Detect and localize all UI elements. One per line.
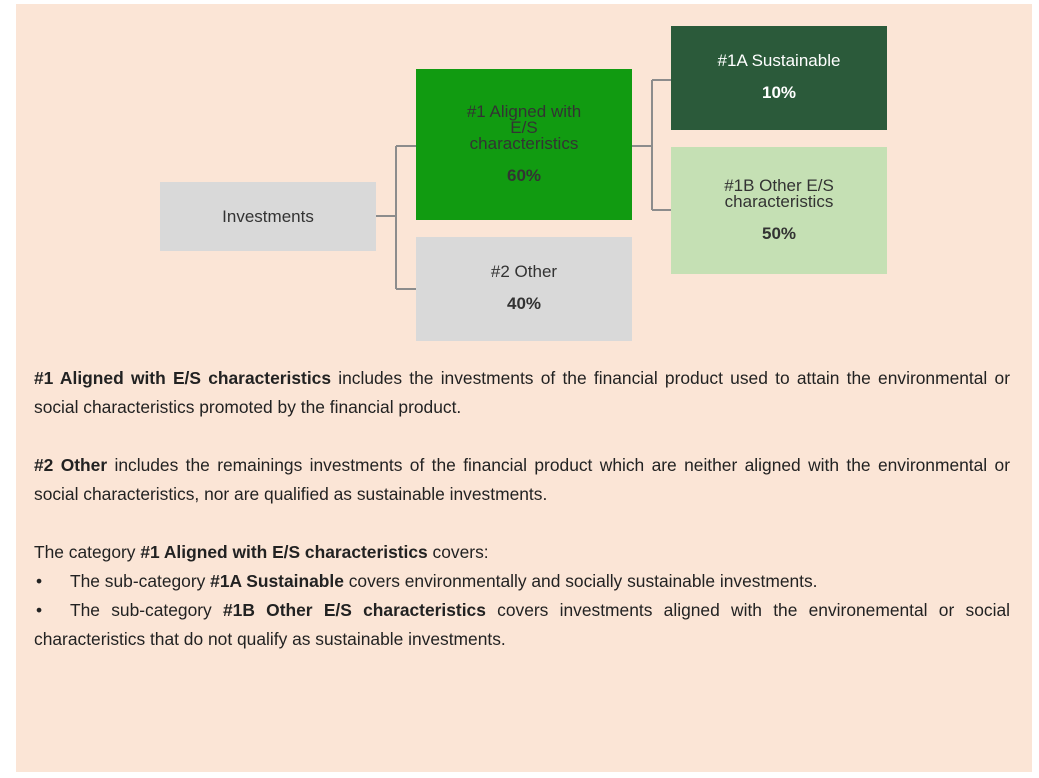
text-run: #1 Aligned with E/S characteristics — [140, 542, 428, 562]
node-label: Investments — [222, 206, 314, 226]
paragraph: #1 Aligned with E/S characteristics incl… — [34, 364, 1010, 422]
description: #1 Aligned with E/S characteristics incl… — [34, 364, 1010, 654]
node-share: 60% — [506, 165, 542, 185]
bullet: The sub-category #1B Other E/S character… — [34, 596, 1010, 654]
node-label: #1 Aligned with E/S characteristics — [466, 101, 582, 153]
text-run: covers: — [427, 542, 489, 562]
connector — [632, 79, 671, 211]
text-run: includes the investments of the financia… — [34, 368, 1010, 417]
node: #1A Sustainable 10% — [671, 26, 887, 130]
node-label: #1B Other E/S characteristics — [724, 175, 834, 211]
node: #1 Aligned with E/S characteristics 60% — [416, 69, 632, 220]
text-run: The category — [34, 542, 141, 562]
text-run: covers investments aligned with the envi… — [34, 600, 1010, 649]
node: #2 Other 40% — [416, 237, 632, 341]
paragraph: The category #1 Aligned with E/S charact… — [34, 538, 1010, 567]
text-run: includes the remainings investments of t… — [34, 455, 1011, 504]
text-run: #1B Other E/S characteristics — [223, 600, 486, 620]
text-run: #1A Sustainable — [210, 571, 344, 591]
node-share: 50% — [761, 223, 797, 243]
node: #1B Other E/S characteristics 50% — [671, 147, 887, 274]
page: Investments #1 Aligned with E/S characte… — [16, 4, 1032, 772]
node-share: 40% — [506, 294, 542, 313]
text-run: covers environmentally and socially sust… — [343, 571, 818, 591]
node-share: 10% — [761, 83, 797, 102]
text-run: The sub-category — [70, 600, 224, 620]
text-run: #1 Aligned with E/S characteristics — [34, 368, 331, 388]
connectors — [376, 79, 671, 290]
text-run: The sub-category — [70, 571, 211, 591]
connector — [376, 145, 416, 290]
paragraph: #2 Other includes the remainings investm… — [34, 451, 1010, 509]
node: Investments — [160, 182, 376, 251]
node-label: #1A Sustainable — [717, 51, 841, 70]
node-label: #2 Other — [490, 262, 558, 281]
text-run: #2 Other — [34, 455, 108, 475]
bullet: The sub-category #1A Sustainable covers … — [34, 567, 1010, 596]
bullet-list: The sub-category #1A Sustainable covers … — [34, 567, 1010, 654]
